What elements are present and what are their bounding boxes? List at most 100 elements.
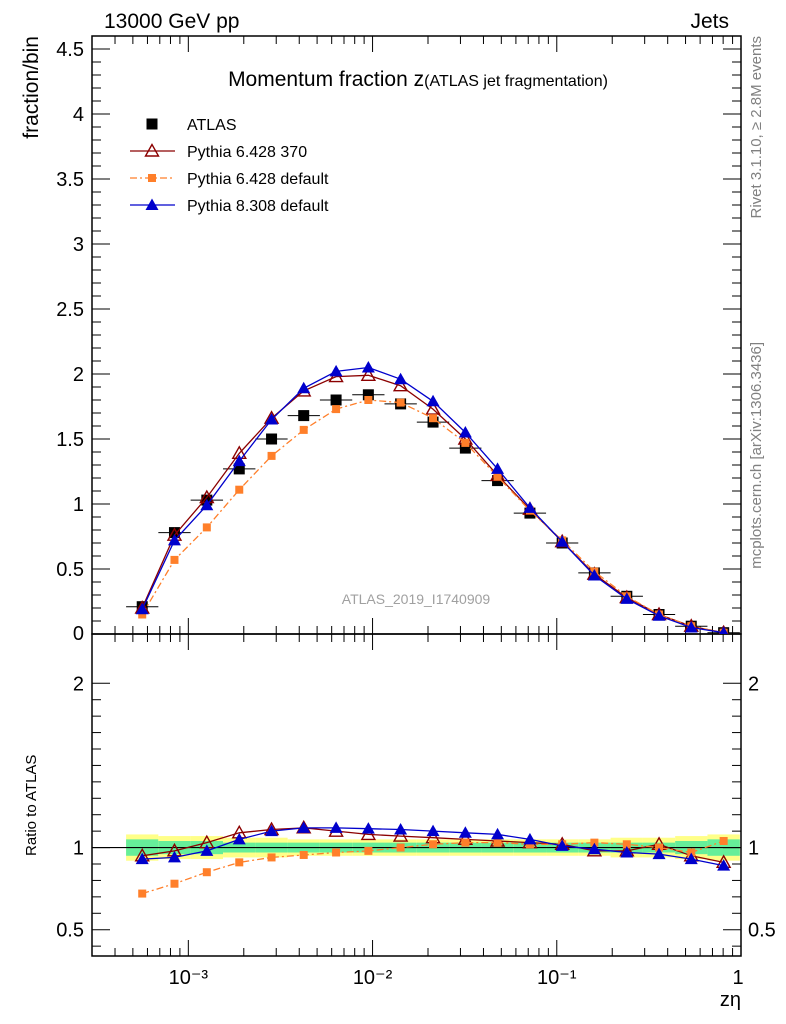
main-plot-area bbox=[126, 361, 740, 634]
data-point bbox=[202, 523, 211, 532]
ratio-point bbox=[555, 839, 569, 851]
data-point bbox=[232, 454, 246, 467]
data-point bbox=[329, 364, 343, 377]
main-y-tick-label: 4.5 bbox=[56, 39, 84, 61]
data-point bbox=[167, 533, 181, 546]
legend: ATLAS Pythia 6.428 370 Pythia 6.428 defaul… bbox=[130, 117, 329, 215]
ratio-point bbox=[622, 840, 631, 849]
data-point bbox=[652, 609, 666, 621]
ratio-point bbox=[170, 879, 179, 888]
ratio-point bbox=[717, 859, 731, 871]
x-axis-label: zη bbox=[720, 989, 741, 1011]
data-point bbox=[168, 527, 180, 539]
data-point bbox=[394, 372, 408, 385]
legend-marker bbox=[145, 198, 159, 210]
ratio-y-tick-label-right: 2 bbox=[748, 673, 759, 695]
data-point bbox=[235, 485, 244, 494]
plot-title: Momentum fraction z(ATLAS jet fragmentat… bbox=[228, 68, 608, 91]
data-point bbox=[360, 367, 377, 381]
analysis-tag: ATLAS_2019_I1740909 bbox=[342, 591, 491, 607]
ratio-point bbox=[394, 823, 408, 835]
ratio-point bbox=[620, 846, 634, 858]
data-point bbox=[426, 394, 440, 407]
header-right-label: Jets bbox=[690, 10, 729, 33]
data-point bbox=[361, 361, 375, 373]
legend-label: Pythia 8.308 default bbox=[187, 198, 329, 215]
ratio-point bbox=[587, 842, 601, 855]
ratio-point bbox=[167, 850, 181, 863]
plot-title-main: Momentum fraction z bbox=[228, 68, 424, 91]
ratio-point bbox=[267, 853, 276, 862]
data-point bbox=[719, 626, 729, 634]
legend-label: ATLAS bbox=[187, 117, 237, 134]
rivet-label: Rivet 3.1.10, ≥ 2.8M events bbox=[748, 36, 765, 219]
ratio-y-axis-label: Ratio to ATLAS bbox=[23, 755, 40, 856]
data-point bbox=[299, 425, 308, 434]
data-point bbox=[396, 398, 405, 407]
x-tick-label: 10⁻¹ bbox=[537, 967, 577, 989]
ratio-point bbox=[202, 868, 211, 877]
ratio-point bbox=[135, 852, 149, 865]
main-y-tick-label: 2 bbox=[73, 364, 84, 386]
ratio-point bbox=[332, 848, 341, 857]
data-point bbox=[458, 426, 472, 438]
data-point bbox=[459, 442, 471, 454]
main-y-tick-label: 2.5 bbox=[56, 299, 84, 321]
ratio-point bbox=[684, 852, 698, 865]
ratio-point bbox=[361, 822, 375, 834]
data-point bbox=[298, 410, 310, 422]
data-point bbox=[170, 555, 179, 564]
header-left-label: 13000 GeV pp bbox=[104, 10, 239, 33]
data-point bbox=[587, 569, 601, 581]
data-point bbox=[620, 592, 634, 604]
ratio-y-tick-label: 1 bbox=[73, 838, 84, 860]
data-point bbox=[684, 621, 698, 633]
main-y-tick-label: 3 bbox=[73, 234, 84, 256]
ratio-point bbox=[687, 848, 696, 857]
x-tick-label: 10⁻² bbox=[353, 967, 393, 989]
data-point bbox=[493, 472, 502, 481]
ratio-y-tick-label: 2 bbox=[73, 673, 84, 695]
ratio-point bbox=[493, 838, 502, 847]
data-point bbox=[555, 535, 569, 547]
ratio-point bbox=[392, 828, 409, 842]
ratio-point bbox=[235, 858, 244, 867]
legend-marker bbox=[144, 143, 160, 157]
data-point bbox=[233, 463, 245, 475]
data-point bbox=[491, 462, 505, 474]
ratio-y-tick-label-right: 1 bbox=[748, 838, 759, 860]
x-tick-label: 1 bbox=[732, 967, 743, 989]
ratio-point bbox=[590, 838, 599, 847]
main-y-tick-label: 1.5 bbox=[56, 429, 84, 451]
ratio-plot-area bbox=[134, 819, 732, 898]
data-point bbox=[523, 501, 537, 513]
main-y-tick-label: 1 bbox=[73, 494, 84, 516]
ratio-point bbox=[491, 827, 505, 840]
ratio-point bbox=[523, 832, 537, 845]
legend-item-pythia-8-308-default: Pythia 8.308 default bbox=[130, 198, 329, 215]
ratio-y-tick-label: 0.5 bbox=[56, 920, 84, 942]
ratio-point bbox=[719, 837, 728, 845]
ratio-point bbox=[429, 840, 438, 849]
data-point bbox=[425, 401, 441, 415]
main-y-tick-label: 0.5 bbox=[56, 559, 84, 581]
data-point bbox=[297, 381, 311, 394]
main-y-tick-label: 3.5 bbox=[56, 169, 84, 191]
ratio-point bbox=[297, 821, 311, 833]
ratio-point bbox=[299, 850, 308, 859]
ratio-point bbox=[265, 824, 279, 837]
legend-marker bbox=[148, 174, 156, 182]
main-y-tick-label: 4 bbox=[73, 104, 84, 126]
ratio-y-tick-label-right: 0.5 bbox=[748, 920, 776, 942]
data-point bbox=[265, 413, 279, 425]
series-pythia-8-308-default bbox=[135, 361, 729, 634]
data-point bbox=[362, 389, 374, 401]
ratio-point bbox=[396, 843, 405, 852]
data-point bbox=[266, 433, 278, 445]
legend-marker bbox=[146, 118, 158, 130]
main-y-tick-label: 0 bbox=[73, 623, 84, 645]
ratio-point bbox=[232, 832, 246, 845]
plot-title-sub: (ATLAS jet fragmentation) bbox=[424, 73, 608, 90]
ratio-point bbox=[652, 847, 666, 860]
